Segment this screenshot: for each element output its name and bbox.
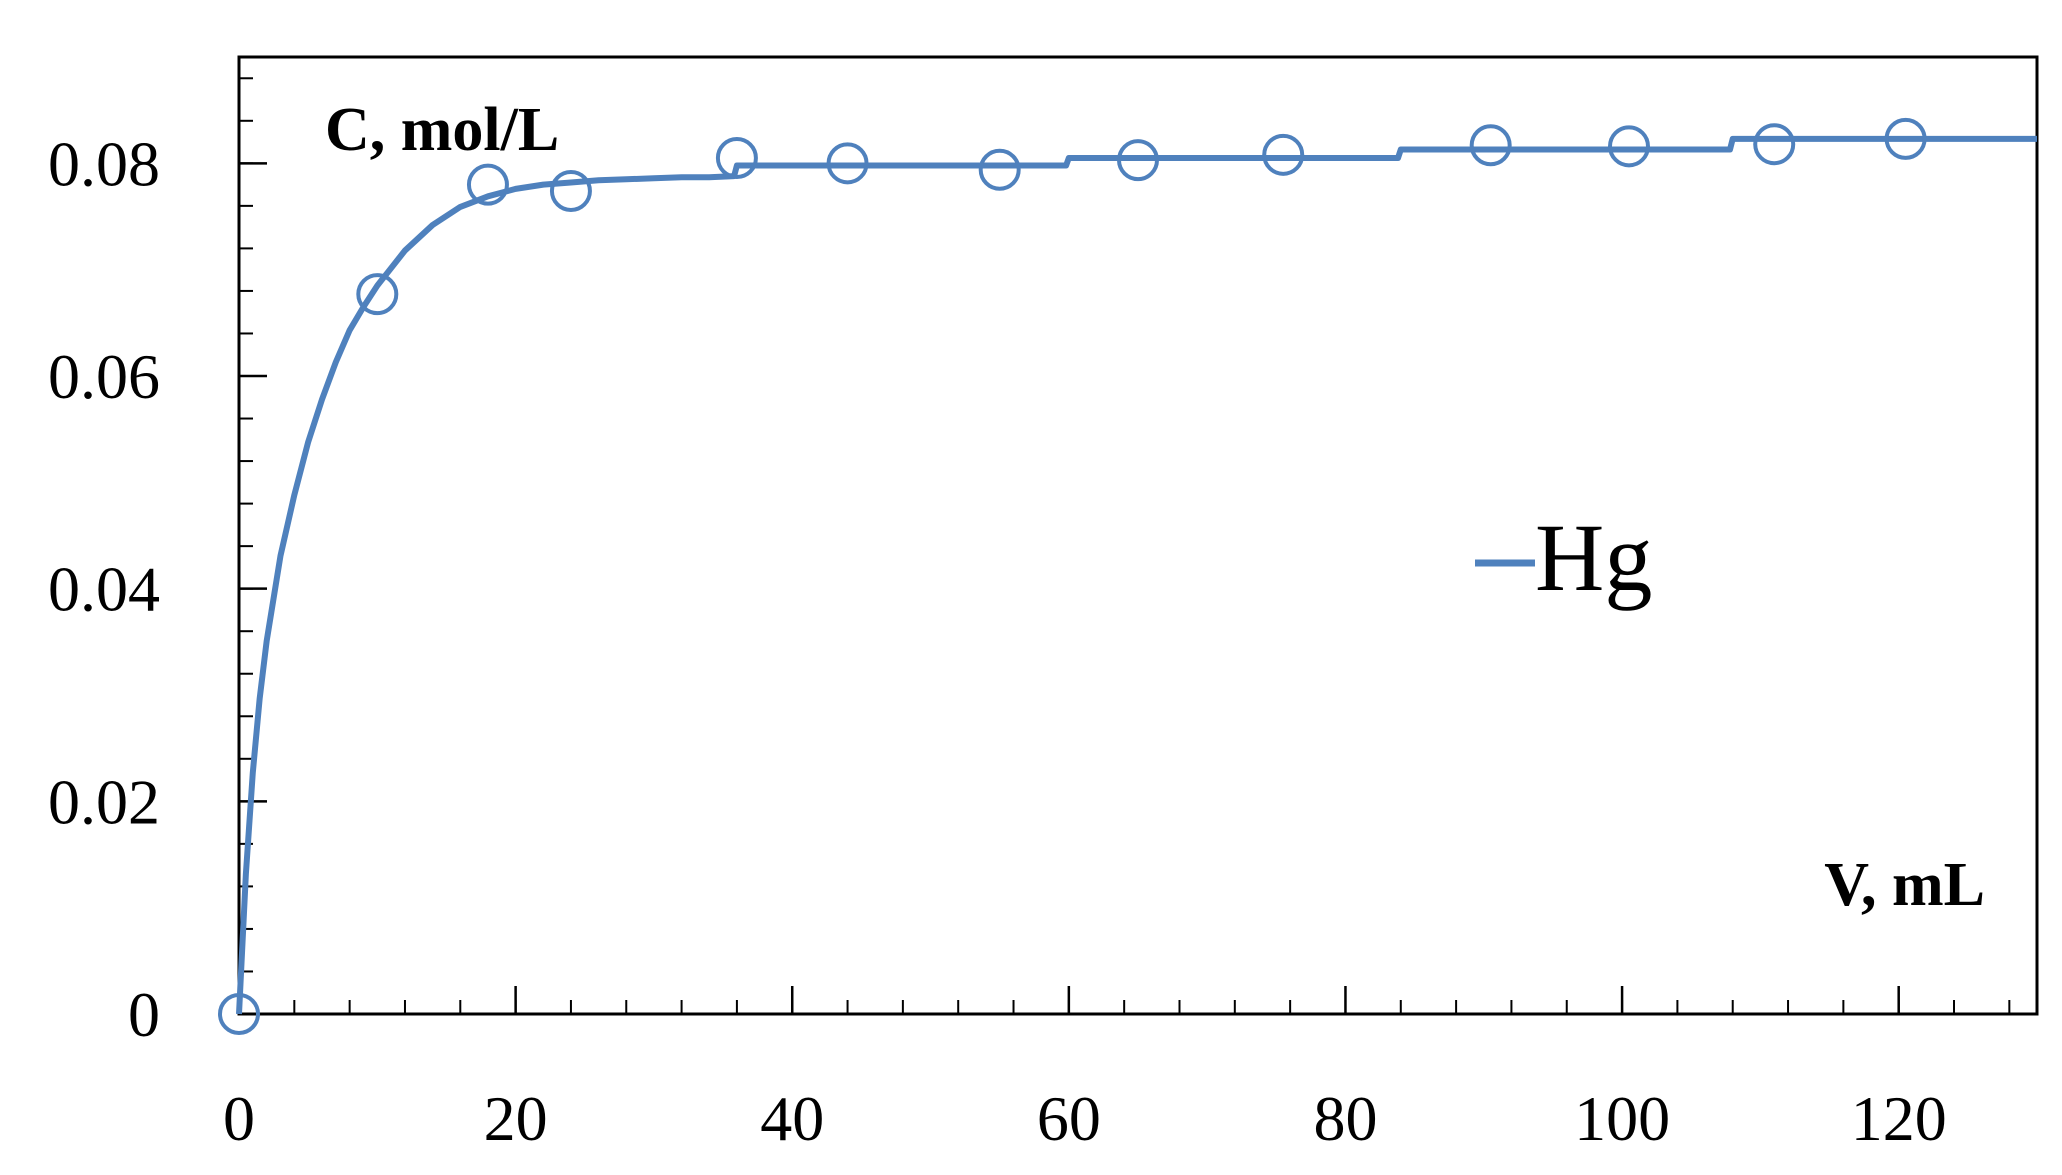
- data-point: [466, 163, 509, 206]
- data-point: [218, 993, 260, 1035]
- data-point: [1469, 124, 1512, 167]
- x-tick-label: 120: [1851, 1083, 1947, 1154]
- data-point: [356, 273, 399, 316]
- y-tick-label: 0.06: [48, 341, 160, 412]
- data-point: [826, 142, 869, 185]
- data-point: [1262, 133, 1305, 176]
- y-tick-label: 0.02: [48, 766, 160, 837]
- x-tick-label: 100: [1574, 1083, 1670, 1154]
- y-axis-title: C, mol/L: [325, 96, 559, 164]
- hg-series-line: [236, 135, 2037, 1015]
- x-tick-label: 20: [484, 1083, 548, 1154]
- x-tick-label: 80: [1313, 1083, 1377, 1154]
- data-point: [1607, 125, 1650, 168]
- y-tick-label: 0: [128, 979, 160, 1050]
- series-markers: [218, 117, 1927, 1035]
- x-tick-label: 0: [223, 1083, 255, 1154]
- data-point: [549, 169, 592, 212]
- plot-frame: [237, 55, 2039, 1016]
- y-tick-label: 0.04: [48, 554, 160, 625]
- y-tick-label: 0.08: [48, 128, 160, 199]
- x-axis-title: V, mL: [1824, 851, 1985, 919]
- data-point: [978, 148, 1021, 191]
- series-lines: [236, 135, 2037, 1015]
- data-point: [1753, 123, 1796, 166]
- legend: Hg: [1475, 504, 1652, 611]
- y-tick-labels: 0 0.02 0.04 0.06 0.08: [48, 128, 160, 1050]
- x-tick-label: 60: [1037, 1083, 1101, 1154]
- x-tick-label: 40: [760, 1083, 824, 1154]
- data-point: [715, 137, 758, 180]
- minor-ticks: [238, 77, 2011, 1015]
- data-point: [1884, 117, 1927, 160]
- legend-label-hg: Hg: [1535, 504, 1652, 611]
- data-point: [1117, 139, 1159, 182]
- x-tick-labels: 0 20 40 60 80 100 120: [223, 1083, 1947, 1154]
